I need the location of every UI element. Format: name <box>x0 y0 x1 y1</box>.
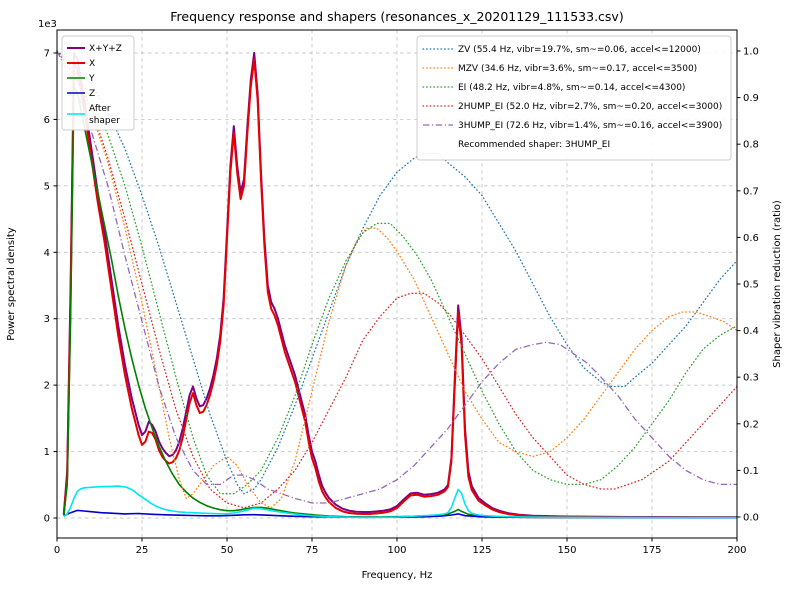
legend-label-after_shaper: shaper <box>89 116 120 126</box>
y-axis-offset-text: 1e3 <box>38 19 57 30</box>
psd-curve-y <box>63 85 738 519</box>
psd-legend-box <box>61 35 135 131</box>
psd-curve-x <box>62 58 737 519</box>
y-tick-label-left: 5 <box>44 181 50 192</box>
shaper-curve-ei <box>56 50 738 495</box>
shaper-curve-zv <box>56 50 738 495</box>
y-tick-label-right: 0.3 <box>743 373 759 384</box>
recommended-shaper-note: Recommended shaper: 3HUMP_EI <box>458 140 610 150</box>
y-tick-label-right: 0.0 <box>743 513 759 524</box>
x-tick-label: 100 <box>387 545 406 556</box>
legend-label-z: Z <box>89 89 95 99</box>
y-tick-label-right: 0.9 <box>743 93 759 104</box>
y-axis-label-right: Shaper vibration reduction (ratio) <box>772 200 783 368</box>
x-tick-label: 200 <box>727 545 746 556</box>
x-tick-label: 75 <box>306 545 319 556</box>
y-tick-label-left: 2 <box>44 381 50 392</box>
shaper-legend: ZV (55.4 Hz, vibr=19.7%, sm~=0.06, accel… <box>416 35 732 161</box>
legend-label-3hump_ei: 3HUMP_EI (72.6 Hz, vibr=1.4%, sm~=0.16, … <box>458 121 722 131</box>
shaper-curve-3hump_ei <box>56 50 737 504</box>
y-tick-label-left: 0 <box>44 514 50 525</box>
y-tick-label-right: 0.6 <box>743 233 759 244</box>
legend-label-after_shaper: After <box>89 104 111 114</box>
shaper-curve-2hump_ei <box>56 50 738 509</box>
y-tick-label-right: 0.8 <box>743 140 759 151</box>
x-tick-label: 50 <box>221 545 234 556</box>
tick-labels: 0 25 50 75 100 125 150 175 200 0 1 2 3 4 5 6 7 0.0 0.1 0.2 0… <box>44 47 759 557</box>
legend-label-y: Y <box>88 74 95 84</box>
y-axis-label-left: Power spectral density <box>6 227 17 340</box>
psd-legend: X+Y+Z XYZ After shaper <box>61 35 135 131</box>
axes <box>53 29 741 542</box>
shaper-curve-mzv <box>56 50 738 509</box>
y-tick-label-left: 3 <box>44 314 50 325</box>
y-tick-label-left: 4 <box>44 248 50 259</box>
y-tick-label-right: 0.5 <box>743 280 759 291</box>
legend-label-ei: EI (48.2 Hz, vibr=4.8%, sm~=0.14, accel<… <box>458 83 685 93</box>
chart-title: Frequency response and shapers (resonanc… <box>170 9 623 24</box>
y-tick-label-right: 0.1 <box>743 466 759 477</box>
y-tick-label-right: 0.7 <box>743 186 759 197</box>
y-tick-label-left: 1 <box>44 447 50 458</box>
x-tick-label: 0 <box>54 545 60 556</box>
x-tick-label: 125 <box>472 545 491 556</box>
y-tick-label-right: 0.4 <box>743 326 759 337</box>
legend-label-mzv: MZV (34.6 Hz, vibr=3.6%, sm~=0.17, accel… <box>458 64 697 74</box>
y-tick-label-right: 1.0 <box>743 47 759 58</box>
psd-curve-z <box>63 509 738 519</box>
legend-label-sum: X+Y+Z <box>89 44 122 54</box>
x-axis-label: Frequency, Hz <box>362 570 433 581</box>
shaper-legend-box <box>416 35 732 161</box>
legend-label-zv: ZV (55.4 Hz, vibr=19.7%, sm~=0.06, accel… <box>458 45 701 55</box>
psd-curve-sum <box>62 52 737 519</box>
y-tick-label-left: 6 <box>44 115 50 126</box>
x-tick-label: 175 <box>642 545 661 556</box>
x-tick-label: 25 <box>136 545 149 556</box>
data-series <box>56 50 738 519</box>
psd-curve-after_shaper <box>63 485 737 519</box>
legend-label-2hump_ei: 2HUMP_EI (52.0 Hz, vibr=2.7%, sm~=0.20, … <box>458 102 722 112</box>
y-tick-label-right: 0.2 <box>743 419 759 430</box>
x-tick-label: 150 <box>557 545 576 556</box>
y-tick-label-left: 7 <box>44 49 50 60</box>
legend-label-x: X <box>89 59 95 69</box>
